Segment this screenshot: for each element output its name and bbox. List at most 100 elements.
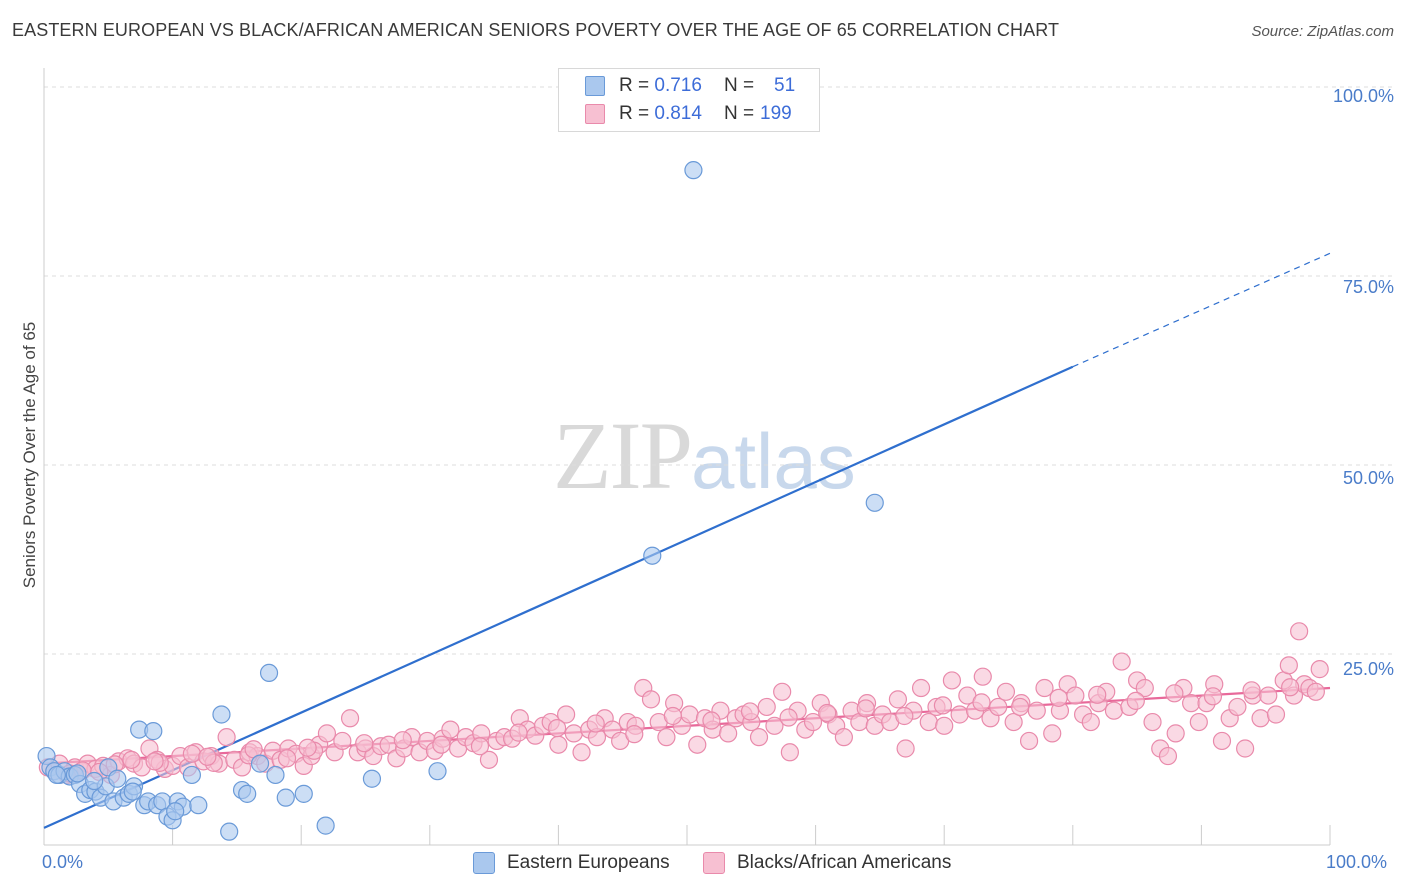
blacks-african-americans-point	[765, 716, 784, 735]
data-points	[37, 161, 1329, 841]
eastern-europeans-point	[47, 765, 66, 785]
blacks-african-americans-point	[122, 750, 141, 769]
blacks-african-americans-point	[1166, 724, 1185, 743]
blacks-african-americans-point	[740, 702, 760, 721]
blacks-african-americans-point	[145, 752, 164, 771]
eastern-europeans-point	[68, 764, 87, 783]
blacks-african-americans-point	[557, 705, 576, 724]
blacks-african-americans-point	[277, 749, 297, 768]
eastern-europeans-point	[144, 722, 163, 741]
eastern-europeans-point	[643, 546, 662, 565]
watermark-zip: ZIP	[553, 402, 693, 509]
blacks-african-americans-point	[393, 731, 412, 750]
blacks-african-americans-point	[702, 711, 721, 730]
stats-legend: R = 0.716 N = 51 R = 0.814 N = 199	[558, 68, 820, 132]
blacks-african-americans-point	[950, 705, 969, 724]
axes	[43, 68, 1331, 846]
blacks-african-americans-point	[1165, 684, 1184, 703]
blacks-african-americans-point	[1027, 701, 1046, 720]
blacks-african-americans-point	[549, 735, 568, 754]
blacks-african-americans-point	[317, 724, 337, 743]
eastern-europeans-point	[189, 796, 208, 815]
blacks-african-americans-point	[911, 678, 931, 698]
eastern-europeans-point	[250, 754, 270, 773]
blacks-african-americans-point	[657, 728, 676, 747]
eastern-europeans-point	[259, 663, 279, 683]
blacks-african-americans-point	[935, 716, 954, 735]
source-label: Source: ZipAtlas.com	[1251, 23, 1394, 40]
legend-n-value: 51	[774, 75, 796, 96]
blacks-african-americans-point	[625, 725, 644, 744]
blacks-african-americans-point	[1189, 712, 1208, 732]
blacks-african-americans-point	[688, 735, 707, 754]
legend-r-label: R =	[619, 103, 650, 124]
blacks-african-americans-point	[1251, 709, 1270, 728]
blacks-african-americans-point	[856, 699, 875, 718]
blacks-african-americans-point	[803, 712, 823, 732]
blacks-african-americans-point	[1112, 652, 1131, 671]
legend-n-value: 199	[760, 103, 792, 124]
blacks-african-americans-point	[1306, 682, 1325, 701]
eastern-europeans-point	[220, 822, 239, 841]
blacks-african-americans-point	[355, 734, 374, 753]
blacks-african-americans-point	[1049, 688, 1068, 707]
eastern-europeans-trend-extension	[1072, 252, 1331, 368]
blacks-african-americans-point	[1019, 731, 1039, 751]
trend-lines	[43, 252, 1331, 829]
blacks-african-americans-point	[509, 723, 528, 742]
blacks-african-americans-point	[564, 724, 583, 743]
blacks-african-americans-point	[1259, 686, 1278, 705]
legend-r-label: R =	[619, 75, 650, 96]
eastern-europeans-point	[85, 771, 104, 791]
blacks-african-americans-point	[182, 744, 201, 763]
blacks-african-americans-point	[1182, 694, 1201, 713]
bottom-legend-swatch-blue	[473, 852, 495, 874]
blacks-african-americans-point	[1043, 724, 1062, 743]
eastern-europeans-point	[212, 705, 231, 724]
eastern-europeans-point	[294, 784, 313, 803]
blacks-african-americans-point	[641, 690, 661, 709]
x-tick-label-max: 100.0%	[1326, 852, 1388, 872]
bottom-legend-swatch-pink	[703, 852, 725, 874]
eastern-europeans-point	[166, 802, 185, 821]
blacks-african-americans-point	[749, 728, 769, 747]
blacks-african-americans-point	[996, 682, 1016, 701]
blacks-african-americans-point	[198, 747, 217, 766]
blacks-african-americans-point	[1281, 678, 1300, 697]
blacks-african-americans-point	[298, 738, 317, 757]
blacks-african-americans-point	[780, 743, 799, 762]
blacks-african-americans-point	[888, 690, 908, 709]
blacks-african-americans-point	[933, 696, 953, 715]
blacks-african-americans-point	[1279, 656, 1298, 675]
blacks-african-americans-point	[1203, 687, 1223, 706]
eastern-europeans-point	[182, 765, 201, 785]
blacks-african-americans-point	[333, 731, 352, 751]
eastern-europeans-point	[865, 493, 884, 512]
blacks-african-americans-point	[680, 705, 699, 724]
blacks-african-americans-point	[432, 735, 451, 754]
y-axis-label: Seniors Poverty Over the Age of 65	[20, 321, 39, 589]
gridlines	[44, 86, 1392, 655]
blacks-african-americans-point	[973, 667, 992, 686]
blacks-african-americans-point	[586, 714, 605, 733]
eastern-europeans-point	[428, 762, 447, 781]
blacks-african-americans-point	[1088, 685, 1107, 704]
blacks-african-americans-point	[757, 697, 776, 717]
blacks-african-americans-point	[773, 682, 792, 701]
watermark: ZIPatlas	[553, 400, 856, 511]
chart-title: EASTERN EUROPEAN VS BLACK/AFRICAN AMERIC…	[12, 20, 1060, 40]
eastern-europeans-point	[238, 784, 257, 803]
legend-row-black-african-americans: R = 0.814 N = 199	[585, 101, 792, 127]
legend-swatch-blue	[585, 76, 605, 96]
legend-swatch-pink	[585, 104, 605, 124]
y-tick-label-75: 75.0%	[1342, 277, 1394, 297]
y-tick-label-100: 100.0%	[1332, 86, 1394, 106]
legend-n-label: N =	[723, 75, 755, 96]
blacks-african-americans-point	[217, 728, 236, 747]
y-tick-label-25: 25.0%	[1342, 659, 1394, 679]
blacks-african-americans-point	[479, 750, 499, 769]
blacks-african-americans-point	[340, 709, 360, 728]
eastern-europeans-point	[316, 816, 335, 835]
blacks-african-americans-point	[896, 739, 915, 758]
